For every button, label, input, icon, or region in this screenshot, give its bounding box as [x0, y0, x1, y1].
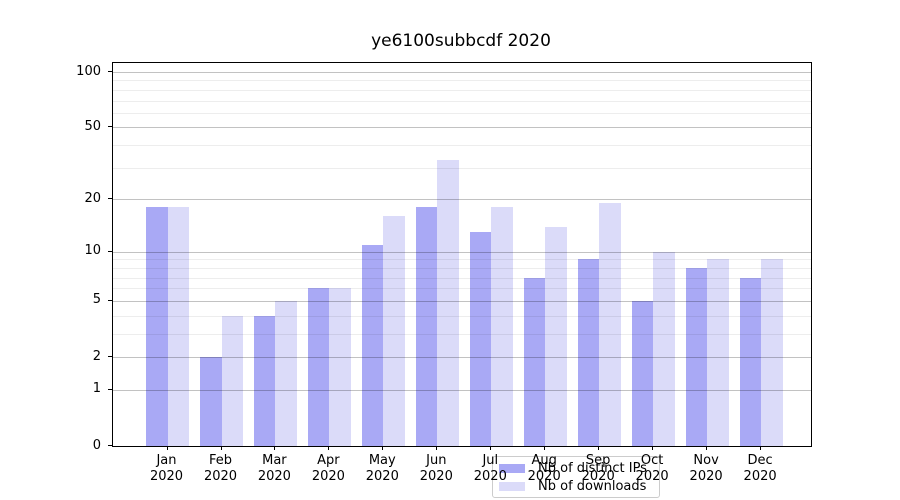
legend-label-downloads: Nb of downloads: [538, 478, 647, 494]
plot-area: Nb of distinct IPs Nb of downloads: [112, 62, 812, 498]
legend-swatch-distinct-ips: [499, 463, 525, 473]
y-tick-mark: [108, 71, 112, 72]
x-tick-label: Mar 2020: [257, 453, 291, 484]
bar-distinct-ips: [415, 207, 438, 446]
bar-distinct-ips: [307, 288, 330, 446]
major-gridline: [113, 251, 811, 253]
bar-downloads: [167, 207, 189, 446]
bar-distinct-ips: [200, 357, 222, 446]
x-tick-label: May 2020: [365, 453, 399, 484]
y-tick-mark: [108, 250, 112, 252]
y-tick-mark: [108, 445, 112, 446]
x-tick-mark: [274, 446, 276, 450]
bar-distinct-ips: [577, 259, 600, 446]
x-tick-mark: [760, 446, 762, 450]
x-tick-label: Sep 2020: [581, 453, 615, 484]
bar-distinct-ips: [469, 232, 492, 446]
bar-downloads: [599, 203, 621, 446]
minor-gridline: [113, 112, 811, 114]
bar-distinct-ips: [361, 244, 384, 446]
bar-downloads: [275, 300, 297, 446]
x-tick-mark: [490, 446, 492, 450]
bar-distinct-ips: [739, 277, 762, 446]
bar-downloads: [221, 315, 243, 446]
x-tick-label: Aug 2020: [527, 453, 561, 484]
x-tick-label: Dec 2020: [743, 453, 777, 484]
y-tick-label: 100: [76, 63, 101, 79]
y-tick-label: 10: [84, 243, 101, 259]
minor-gridline: [113, 80, 811, 82]
y-tick-mark: [108, 356, 112, 357]
grid-layer: [113, 63, 811, 446]
minor-gridline: [113, 277, 811, 279]
major-gridline: [113, 72, 811, 73]
major-gridline: [113, 300, 811, 302]
x-tick-label: Apr 2020: [311, 453, 345, 484]
bar-distinct-ips: [523, 277, 546, 446]
minor-gridline: [113, 288, 811, 290]
bar-downloads: [383, 216, 405, 446]
legend-item-distinct-ips: Nb of distinct IPs: [499, 461, 651, 476]
major-gridline: [113, 357, 811, 358]
x-tick-mark: [220, 446, 222, 450]
y-tick-label: 0: [92, 437, 101, 453]
x-tick-label: Oct 2020: [635, 453, 669, 484]
minor-gridline: [113, 333, 811, 335]
y-tick-label: 1: [92, 381, 101, 397]
x-tick-mark: [652, 446, 654, 450]
bar-downloads: [707, 259, 729, 446]
bar-distinct-ips: [146, 207, 168, 446]
x-tick-label: Feb 2020: [203, 453, 238, 484]
legend-label-distinct-ips: Nb of distinct IPs: [538, 460, 647, 476]
bar-distinct-ips: [685, 267, 708, 446]
y-tick-mark: [108, 126, 112, 128]
chart-title: ye6100subbcdf 2020: [371, 31, 551, 51]
x-tick-mark: [436, 446, 438, 450]
bar-downloads: [545, 226, 567, 446]
major-gridline: [113, 389, 811, 391]
bar-downloads: [491, 207, 513, 446]
y-tick-mark: [108, 198, 112, 200]
x-tick-label: Jul 2020: [473, 453, 507, 484]
bar-downloads: [653, 251, 675, 446]
legend-swatch-downloads: [499, 481, 525, 491]
y-tick-label: 50: [84, 118, 101, 134]
x-tick-mark: [166, 446, 168, 450]
y-tick-label: 20: [84, 190, 101, 206]
minor-gridline: [113, 145, 811, 147]
x-tick-label: Jun 2020: [419, 453, 453, 484]
bar-distinct-ips: [631, 300, 654, 446]
bar-downloads: [329, 288, 351, 446]
x-tick-mark: [544, 446, 546, 450]
legend-item-downloads: Nb of downloads: [499, 479, 651, 494]
x-tick-mark: [598, 446, 600, 450]
x-tick-label: Jan 2020: [149, 453, 184, 484]
minor-gridline: [113, 100, 811, 102]
x-tick-mark: [382, 446, 384, 450]
y-tick-mark: [108, 299, 112, 301]
minor-gridline: [113, 259, 811, 261]
y-tick-label: 2: [92, 348, 101, 364]
x-tick-mark: [328, 446, 330, 450]
x-tick-label: Nov 2020: [689, 453, 723, 484]
y-tick-label: 5: [92, 292, 101, 308]
minor-gridline: [113, 315, 811, 317]
bars-layer: [113, 63, 811, 446]
bar-distinct-ips: [253, 315, 276, 446]
legend: Nb of distinct IPs Nb of downloads: [492, 456, 660, 498]
minor-gridline: [113, 89, 811, 91]
minor-gridline: [113, 167, 811, 169]
bar-downloads: [761, 259, 783, 446]
major-gridline: [113, 127, 811, 129]
minor-gridline: [113, 267, 811, 269]
y-tick-mark: [108, 388, 112, 390]
x-tick-mark: [706, 446, 708, 450]
bar-downloads: [437, 160, 459, 446]
major-gridline: [113, 199, 811, 201]
